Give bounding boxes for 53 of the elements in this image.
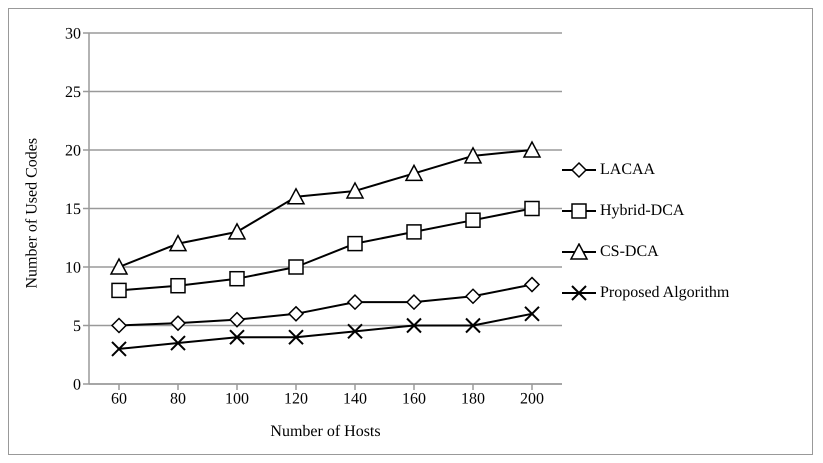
point (524, 306, 540, 322)
point (523, 141, 541, 158)
point (229, 312, 245, 328)
x-tick-label: 120 (284, 390, 308, 408)
point (229, 270, 245, 286)
point (229, 329, 245, 346)
point (347, 294, 363, 310)
point (111, 318, 127, 334)
x-tick-label: 180 (461, 390, 485, 408)
legend-label: LACAA (600, 161, 656, 179)
y-axis-title: Number of Used Codes (24, 138, 41, 288)
point (524, 276, 540, 292)
legend-label: Hybrid-DCA (600, 202, 684, 220)
x-tick-label: 100 (225, 390, 249, 408)
point (288, 329, 304, 346)
point (170, 278, 186, 294)
point (288, 259, 304, 275)
point (111, 340, 127, 357)
y-tick-label: 20 (65, 142, 81, 160)
point (405, 164, 423, 182)
x-tick-label: 140 (343, 390, 367, 408)
x-tick-label: 80 (170, 390, 186, 408)
y-tick-label: 25 (65, 84, 81, 102)
point (464, 147, 482, 164)
point (288, 306, 304, 322)
point (465, 212, 481, 228)
point (524, 200, 540, 216)
legend-label: Proposed Algorithm (600, 284, 730, 302)
point (347, 236, 363, 252)
point (406, 294, 422, 310)
point (110, 258, 128, 275)
y-tick-label: 15 (65, 201, 81, 218)
y-tick-label: 30 (65, 26, 81, 43)
point (170, 335, 186, 352)
x-tick-label: 160 (402, 390, 426, 408)
point (169, 234, 187, 252)
x-axis-title: Number of Hosts (270, 423, 381, 440)
point (465, 288, 481, 304)
legend-label: CS-DCA (600, 243, 659, 261)
y-tick-label: 5 (73, 318, 81, 336)
point (170, 315, 186, 331)
point (111, 282, 127, 298)
x-tick-label: 60 (111, 390, 127, 408)
y-tick-label: 10 (65, 260, 81, 277)
point (406, 318, 422, 334)
point (346, 182, 364, 199)
point (287, 188, 305, 205)
x-tick-label: 200 (520, 390, 544, 408)
point (406, 224, 422, 240)
point (347, 323, 363, 340)
point (228, 223, 246, 240)
y-tick-label: 0 (73, 376, 81, 394)
point (465, 318, 481, 334)
